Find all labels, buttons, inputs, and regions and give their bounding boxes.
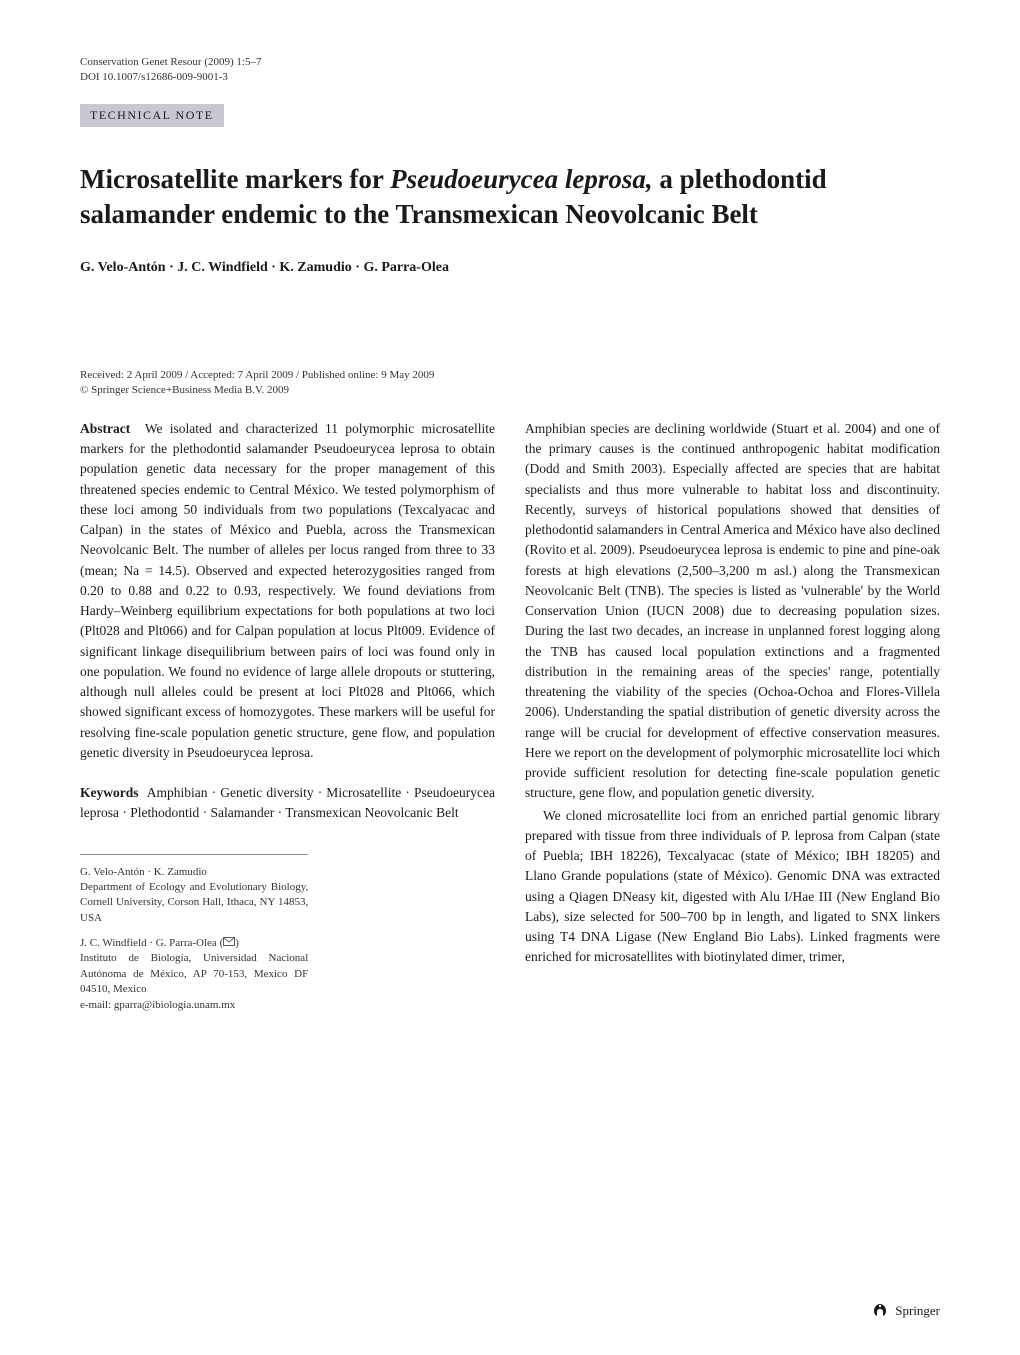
affiliation-2-dept: Instituto de Biología, Universidad Nacio…	[80, 951, 308, 997]
page-footer: Springer	[871, 1302, 940, 1320]
envelope-icon	[223, 937, 235, 946]
right-column: Amphibian species are declining worldwid…	[525, 419, 940, 1023]
keywords-label: Keywords	[80, 785, 139, 800]
authors: G. Velo-Antón · J. C. Windfield · K. Zam…	[80, 257, 940, 278]
affiliation-1-authors: G. Velo-Antón · K. Zamudio	[80, 865, 308, 880]
affiliation-2-authors-prefix: J. C. Windfield · G. Parra-Olea (	[80, 937, 223, 949]
email-label: e-mail:	[80, 999, 114, 1011]
abstract-text: We isolated and characterized 11 polymor…	[80, 421, 495, 760]
abstract-label: Abstract	[80, 421, 130, 436]
dates-block: Received: 2 April 2009 / Accepted: 7 Apr…	[80, 368, 940, 399]
affiliations: G. Velo-Antón · K. Zamudio Department of…	[80, 854, 308, 1014]
affiliation-2-authors-suffix: )	[235, 937, 239, 949]
abstract: Abstract We isolated and characterized 1…	[80, 419, 495, 763]
article-title: Microsatellite markers for Pseudoeurycea…	[80, 162, 940, 232]
body-paragraph-2: We cloned microsatellite loci from an en…	[525, 806, 940, 968]
springer-logo-icon	[871, 1302, 889, 1320]
email-value: gparra@ibiologia.unam.mx	[114, 999, 235, 1011]
left-column: Abstract We isolated and characterized 1…	[80, 419, 495, 1023]
journal-citation: Conservation Genet Resour (2009) 1:5–7	[80, 55, 940, 70]
copyright: © Springer Science+Business Media B.V. 2…	[80, 383, 940, 398]
doi: DOI 10.1007/s12686-009-9001-3	[80, 70, 940, 85]
affiliation-2: J. C. Windfield · G. Parra-Olea () Insti…	[80, 936, 308, 1013]
affiliation-2-email: e-mail: gparra@ibiologia.unam.mx	[80, 998, 308, 1013]
body-paragraph-1: Amphibian species are declining worldwid…	[525, 419, 940, 804]
title-part-italic: Pseudoeurycea leprosa,	[390, 164, 652, 194]
affiliation-1-dept: Department of Ecology and Evolutionary B…	[80, 880, 308, 926]
header-meta: Conservation Genet Resour (2009) 1:5–7 D…	[80, 55, 940, 86]
affiliation-1: G. Velo-Antón · K. Zamudio Department of…	[80, 865, 308, 927]
two-column-layout: Abstract We isolated and characterized 1…	[80, 419, 940, 1023]
publisher-name: Springer	[895, 1303, 940, 1319]
keywords-text: Amphibian · Genetic diversity · Microsat…	[80, 785, 495, 820]
section-label: TECHNICAL NOTE	[80, 104, 224, 127]
affiliation-2-authors: J. C. Windfield · G. Parra-Olea ()	[80, 936, 308, 951]
title-part-plain: Microsatellite markers for	[80, 164, 390, 194]
keywords: Keywords Amphibian · Genetic diversity ·…	[80, 783, 495, 824]
received-accepted: Received: 2 April 2009 / Accepted: 7 Apr…	[80, 368, 940, 383]
